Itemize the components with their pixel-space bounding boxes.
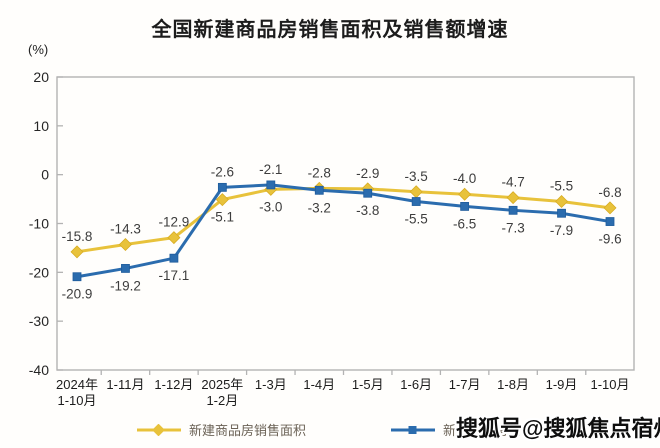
legend-item-sales-amount: 新建商品房销售额 bbox=[390, 420, 547, 439]
data-point-label: -17.1 bbox=[159, 268, 190, 283]
data-point-label: -12.9 bbox=[159, 215, 190, 230]
data-point-label: -3.2 bbox=[308, 200, 331, 215]
data-point-marker bbox=[118, 237, 132, 252]
data-point-marker bbox=[460, 202, 470, 211]
data-point-marker bbox=[605, 217, 615, 226]
x-axis-label: 1-7月 bbox=[448, 377, 481, 392]
y-tick-label: -30 bbox=[29, 313, 49, 329]
data-point-marker bbox=[458, 187, 472, 201]
data-point-marker bbox=[169, 253, 179, 263]
x-axis-label: 1-12月 bbox=[154, 377, 194, 392]
data-point-marker bbox=[314, 185, 324, 195]
data-point-label: -5.1 bbox=[211, 210, 234, 225]
x-axis-label: 1-4月 bbox=[303, 377, 336, 392]
data-point-marker bbox=[557, 208, 566, 218]
watermark-sohu: 搜狐号@搜狐焦点宿州站 bbox=[456, 416, 660, 441]
data-point-marker bbox=[167, 231, 181, 245]
legend-label-sales-area: 新建商品房销售面积 bbox=[189, 423, 307, 438]
y-tick-label: 0 bbox=[41, 167, 49, 183]
legend-item-sales-area: 新建商品房销售面积 bbox=[136, 420, 306, 439]
y-tick-label: 20 bbox=[33, 69, 49, 85]
plot-frame bbox=[56, 76, 635, 371]
data-point-label: -5.5 bbox=[405, 212, 428, 227]
series-line-1 bbox=[76, 183, 611, 279]
data-point-label: -2.1 bbox=[259, 162, 282, 177]
data-point-label: -7.9 bbox=[550, 223, 573, 238]
data-point-marker bbox=[217, 182, 227, 192]
data-point-label: -15.8 bbox=[62, 229, 93, 244]
legend-marker-square-icon bbox=[391, 425, 435, 434]
data-point-marker bbox=[266, 180, 276, 190]
y-tick-label: -20 bbox=[29, 264, 49, 280]
x-axis-label: 1-9月 bbox=[545, 377, 578, 392]
data-point-label: -6.5 bbox=[453, 216, 476, 231]
data-point-label: -6.8 bbox=[598, 185, 621, 200]
x-axis-label: 2024年 1-10月 bbox=[56, 377, 98, 408]
x-axis-label: 1-3月 bbox=[254, 377, 287, 392]
data-point-marker bbox=[411, 197, 421, 206]
data-point-marker bbox=[70, 245, 84, 259]
data-point-marker bbox=[215, 193, 229, 207]
legend-marker-diamond-icon bbox=[137, 423, 181, 436]
x-axis-label: 2025年 1-2月 bbox=[201, 377, 244, 408]
x-axis-label: 1-6月 bbox=[400, 377, 433, 392]
data-point-label: -3.8 bbox=[356, 203, 379, 218]
data-point-label: -3.0 bbox=[259, 199, 282, 214]
data-point-marker bbox=[363, 188, 373, 198]
data-point-label: -5.5 bbox=[550, 179, 573, 194]
data-point-label: -2.6 bbox=[211, 164, 234, 179]
y-tick-label: 10 bbox=[33, 118, 49, 134]
data-point-label: -3.5 bbox=[405, 169, 428, 184]
data-point-label: -19.2 bbox=[110, 278, 141, 293]
data-point-label: -4.7 bbox=[501, 175, 524, 190]
data-point-marker bbox=[121, 264, 130, 273]
data-point-marker bbox=[72, 272, 82, 282]
data-point-marker bbox=[555, 195, 569, 209]
data-point-marker bbox=[603, 201, 617, 215]
data-point-label: -2.8 bbox=[308, 165, 331, 180]
data-point-label: -20.9 bbox=[62, 287, 93, 302]
x-axis-label: 1-8月 bbox=[497, 377, 529, 392]
data-point-label: -2.9 bbox=[356, 166, 379, 181]
chart-title: 全国新建商品房销售面积及销售额增速 bbox=[151, 19, 509, 41]
x-axis-label: 1-11月 bbox=[106, 377, 145, 392]
y-tick-label: -10 bbox=[29, 216, 49, 232]
data-point-label: -14.3 bbox=[110, 221, 141, 236]
data-point-label: -9.6 bbox=[598, 232, 621, 247]
y-tick-label: -40 bbox=[29, 362, 49, 378]
data-point-label: -7.3 bbox=[501, 220, 524, 235]
data-point-marker bbox=[506, 191, 520, 205]
data-point-marker bbox=[508, 205, 518, 215]
legend-label-sales-amount: 新建商品房销售额 bbox=[443, 423, 548, 438]
x-axis-label: 1-5月 bbox=[351, 377, 384, 392]
x-axis-label: 1-10月 bbox=[590, 377, 630, 392]
y-axis-unit-label: (%) bbox=[28, 42, 49, 57]
data-point-label: -4.0 bbox=[453, 171, 476, 186]
data-point-marker bbox=[409, 185, 423, 199]
series-line-0 bbox=[76, 186, 611, 254]
